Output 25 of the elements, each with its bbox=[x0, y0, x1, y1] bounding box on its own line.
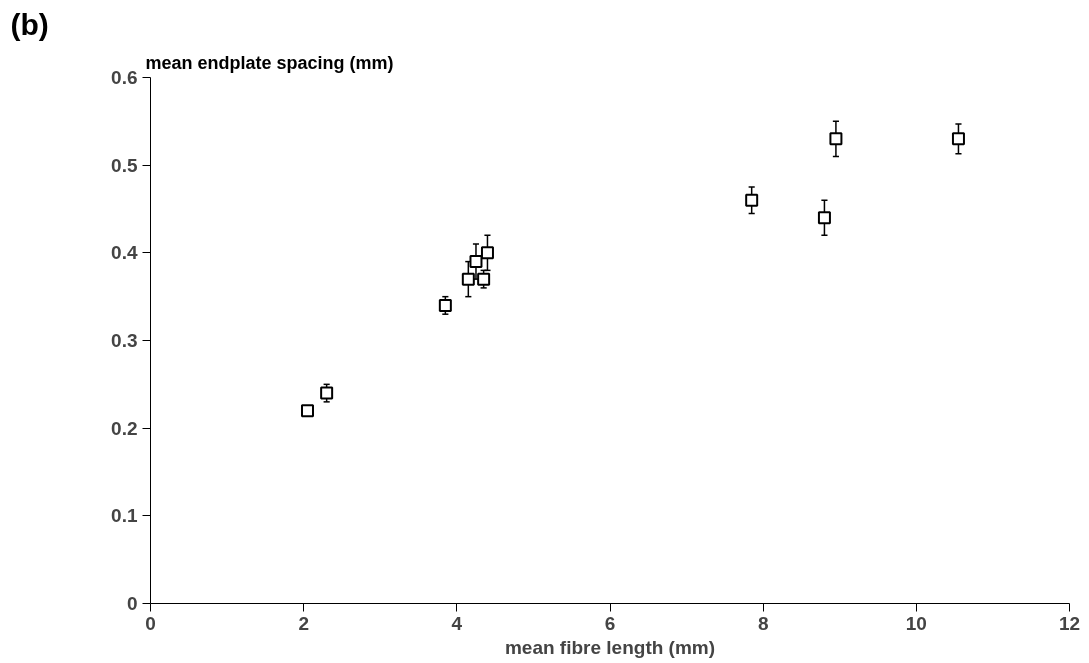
point bbox=[951, 132, 965, 146]
point bbox=[817, 211, 831, 225]
chart-title: (b) bbox=[10, 7, 49, 41]
point bbox=[745, 193, 759, 207]
x-tick-label: 4 bbox=[451, 612, 463, 634]
point bbox=[461, 272, 475, 286]
point bbox=[480, 246, 494, 260]
x-tick-label: 2 bbox=[298, 612, 309, 634]
y-tick-label: 0.2 bbox=[111, 417, 138, 439]
x-tick-label: 0 bbox=[145, 612, 156, 634]
point bbox=[469, 255, 483, 269]
y-tick-label: 0.1 bbox=[111, 505, 138, 527]
y-tick-label: 0.3 bbox=[111, 330, 138, 351]
x-tick-label: 10 bbox=[905, 612, 927, 634]
x-tick-label: 6 bbox=[604, 612, 616, 634]
y-tick-label: 0.5 bbox=[111, 154, 138, 176]
x-tick-label: 8 bbox=[757, 612, 769, 634]
point bbox=[301, 404, 314, 418]
y-tick-label: 0.6 bbox=[111, 67, 138, 88]
x-axis-title: mean fibre length (mm) bbox=[504, 636, 716, 658]
y-tick-label: 0 bbox=[126, 593, 138, 614]
point bbox=[829, 132, 843, 146]
y-axis-title: mean endplate spacing (mm) bbox=[145, 52, 394, 73]
y-tick-label: 0.4 bbox=[111, 242, 138, 264]
x-tick-label: 12 bbox=[1058, 612, 1081, 634]
